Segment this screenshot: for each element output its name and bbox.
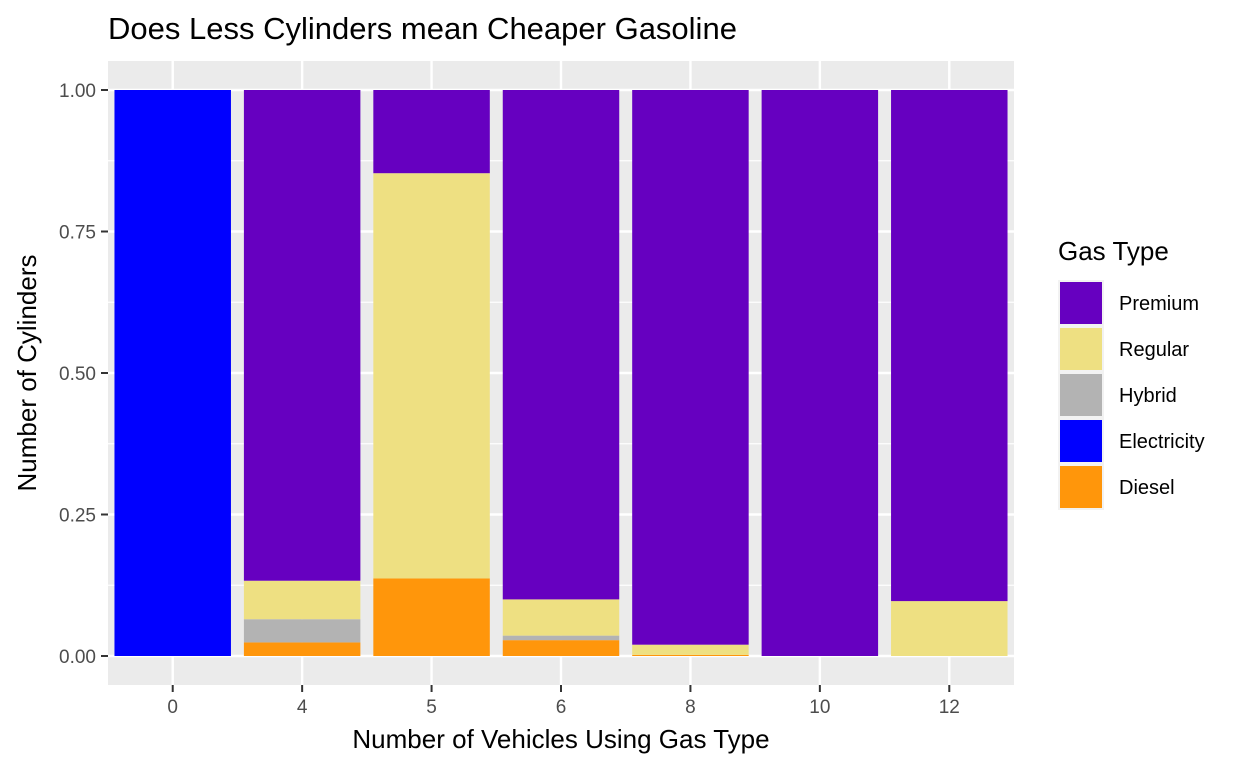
legend-swatch-diesel bbox=[1060, 466, 1102, 508]
x-tick-label: 12 bbox=[939, 697, 960, 718]
legend-swatch-regular bbox=[1060, 328, 1102, 370]
bar-premium-10 bbox=[761, 90, 879, 656]
x-tick-label: 6 bbox=[556, 697, 567, 718]
legend-label-electricity: Electricity bbox=[1119, 431, 1205, 453]
legend-label-diesel: Diesel bbox=[1119, 477, 1175, 499]
bars bbox=[114, 90, 1008, 656]
x-tick-label: 0 bbox=[167, 697, 178, 718]
bar-diesel-5 bbox=[373, 578, 490, 656]
bar-premium-4 bbox=[243, 90, 361, 581]
y-tick-label: 0.50 bbox=[59, 364, 96, 385]
bar-hybrid-4 bbox=[243, 619, 361, 643]
bar-regular-8 bbox=[632, 644, 749, 655]
legend-swatch-hybrid bbox=[1060, 374, 1102, 416]
chart-title: Does Less Cylinders mean Cheaper Gasolin… bbox=[108, 11, 737, 46]
x-axis: 0 4 5 6 8 10 12 bbox=[167, 685, 960, 718]
bar-diesel-6 bbox=[502, 640, 620, 656]
legend-title: Gas Type bbox=[1058, 236, 1169, 266]
legend-label-hybrid: Hybrid bbox=[1119, 385, 1177, 407]
bar-diesel-8 bbox=[632, 654, 749, 656]
legend-label-premium: Premium bbox=[1119, 293, 1199, 315]
x-tick-label: 8 bbox=[685, 697, 696, 718]
y-tick-label: 0.00 bbox=[59, 647, 96, 668]
x-tick-label: 4 bbox=[297, 697, 308, 718]
y-tick-label: 0.25 bbox=[59, 506, 96, 527]
bar-premium-12 bbox=[891, 90, 1008, 602]
bar-electricity-0 bbox=[114, 90, 231, 656]
bar-regular-4 bbox=[243, 580, 361, 620]
legend-swatch-electricity bbox=[1060, 420, 1102, 462]
bar-premium-5 bbox=[373, 90, 490, 174]
bar-hybrid-6 bbox=[502, 635, 620, 641]
bar-premium-8 bbox=[632, 90, 749, 645]
bar-regular-5 bbox=[373, 173, 490, 579]
bar-regular-12 bbox=[891, 601, 1008, 656]
y-tick-label: 0.75 bbox=[59, 223, 96, 244]
x-axis-title: Number of Vehicles Using Gas Type bbox=[352, 724, 769, 754]
legend-label-regular: Regular bbox=[1119, 339, 1189, 361]
bar-premium-6 bbox=[502, 90, 620, 600]
x-tick-label: 10 bbox=[809, 697, 830, 718]
y-axis-title: Number of Cylinders bbox=[12, 255, 42, 492]
bar-diesel-4 bbox=[243, 642, 361, 656]
y-tick-label: 1.00 bbox=[59, 81, 96, 102]
bar-regular-6 bbox=[502, 599, 620, 636]
legend-swatch-premium bbox=[1060, 282, 1102, 324]
x-tick-label: 5 bbox=[426, 697, 437, 718]
y-axis: 0.00 0.25 0.50 0.75 1.00 bbox=[59, 81, 108, 668]
legend: Gas Type Premium Regular Hybrid Electricity… bbox=[1058, 236, 1205, 510]
